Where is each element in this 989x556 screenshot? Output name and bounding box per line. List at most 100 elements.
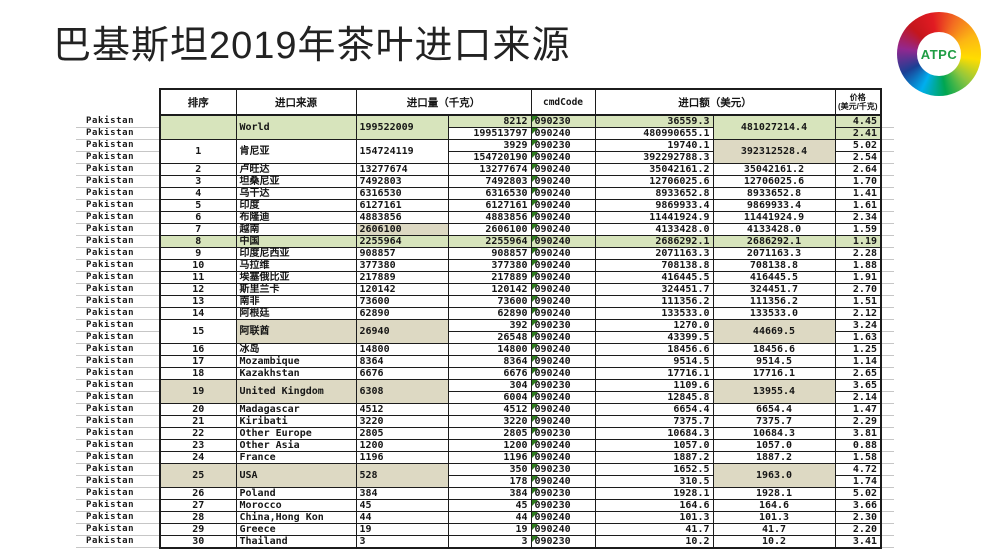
table-row: Pakistan 5 印度 6127161 6127161 090240 9869933.4… [84, 199, 882, 212]
cell-rank: 17 [159, 355, 237, 368]
import-table-body: Pakistan World 199522009 8212 090230 36559.3 4… [84, 114, 882, 549]
row-label-pakistan: Pakistan [86, 272, 135, 282]
cell-import-source: 印度 [235, 199, 357, 212]
cell-qty-total: 384 [355, 487, 449, 500]
cell-value-sub: 35042161.2 [594, 163, 714, 176]
cell-price: 2.64 [834, 163, 882, 176]
cell-qty-total: 6127161 [355, 199, 449, 212]
cell-import-source: United Kingdom [235, 379, 357, 404]
cell-cmdcode: 090240 [530, 271, 596, 284]
header-price-line1: 价格 [849, 93, 866, 102]
cell-qty-total: 3 [355, 535, 449, 549]
cell-cmdcode: 090240 [530, 247, 596, 260]
cell-qty-sub: 384 [447, 487, 532, 500]
cell-qty-sub: 217889 [447, 271, 532, 284]
cell-value-total: 4133428.0 [712, 223, 836, 236]
cell-rank: 3 [159, 175, 237, 188]
cell-price: 1.25 [834, 343, 882, 356]
cell-value-total: 708138.8 [712, 259, 836, 272]
cell-cmdcode: 090240 [530, 523, 596, 536]
row-label-pakistan: Pakistan [86, 236, 135, 246]
cell-value-total: 1928.1 [712, 487, 836, 500]
cell-cmdcode: 090240 [530, 403, 596, 416]
cell-qty-sub: 1200 [447, 439, 532, 452]
cell-import-source: Kazakhstan [235, 367, 357, 380]
cell-qty-sub: 6004 [447, 391, 532, 404]
cell-value-sub: 9869933.4 [594, 199, 714, 212]
table-row: Pakistan 22 Other Europe 2805 2805 090230 1068… [84, 427, 882, 440]
table-row: Pakistan 14 阿根廷 62890 62890 090240 133533.0 133… [84, 307, 882, 320]
cell-value-sub: 1928.1 [594, 487, 714, 500]
cell-cmdcode: 090240 [530, 223, 596, 236]
cell-value-sub: 1887.2 [594, 451, 714, 464]
cell-import-source: Other Europe [235, 427, 357, 440]
cell-value-total: 10684.3 [712, 427, 836, 440]
cell-price: 0.88 [834, 439, 882, 452]
cell-import-source: 肯尼亚 [235, 139, 357, 164]
cell-rank: 27 [159, 499, 237, 512]
cell-value-sub: 1057.0 [594, 439, 714, 452]
cell-value-sub: 480990655.1 [594, 127, 714, 140]
header-import-value: 进口额（美元） [594, 88, 836, 116]
cell-price: 3.24 [834, 319, 882, 332]
cell-import-source: 南非 [235, 295, 357, 308]
cell-price: 1.19 [834, 235, 882, 248]
cell-cmdcode: 090240 [530, 187, 596, 200]
cell-qty-total: 528 [355, 463, 449, 488]
table-row: Pakistan 24 France 1196 1196 090240 1887.2 1887… [84, 451, 882, 464]
row-label-pakistan: Pakistan [86, 176, 135, 186]
cell-qty-sub: 392 [447, 319, 532, 332]
cell-rank: 19 [159, 379, 237, 404]
cell-rank: 12 [159, 283, 237, 296]
cell-rank: 30 [159, 535, 237, 549]
cell-import-source: 布隆迪 [235, 211, 357, 224]
row-label-pakistan: Pakistan [86, 296, 135, 306]
cell-qty-total: 8364 [355, 355, 449, 368]
cell-rank: 6 [159, 211, 237, 224]
cell-qty-total: 908857 [355, 247, 449, 260]
row-label-pakistan: Pakistan [86, 224, 135, 234]
cell-qty-total: 1200 [355, 439, 449, 452]
row-label-pakistan: Pakistan [86, 404, 135, 414]
row-label-pakistan: Pakistan [86, 356, 135, 366]
cell-value-sub: 101.3 [594, 511, 714, 524]
cell-import-source: Greece [235, 523, 357, 536]
cell-value-total: 18456.6 [712, 343, 836, 356]
row-label-pakistan: Pakistan [86, 524, 135, 534]
cell-qty-sub: 7492803 [447, 175, 532, 188]
cell-rank [159, 114, 237, 140]
cell-qty-sub: 45 [447, 499, 532, 512]
row-label-pakistan: Pakistan [86, 452, 135, 462]
cell-qty-sub: 4883856 [447, 211, 532, 224]
cell-rank: 9 [159, 247, 237, 260]
cell-value-sub: 10684.3 [594, 427, 714, 440]
table-row: Pakistan 12 斯里兰卡 120142 120142 090240 324451.7… [84, 283, 882, 296]
cell-cmdcode: 090230 [530, 379, 596, 392]
cell-import-source: Other Asia [235, 439, 357, 452]
cell-cmdcode: 090240 [530, 151, 596, 164]
row-label-pakistan: Pakistan [86, 500, 135, 510]
table-row: Pakistan 17 Mozambique 8364 8364 090240 9514.5… [84, 355, 882, 368]
cell-value-sub: 6654.4 [594, 403, 714, 416]
table-row: Pakistan 15 阿联酋 26940 392 090230 1270.0 44669.5… [84, 319, 882, 344]
cell-cmdcode: 090240 [530, 391, 596, 404]
cell-value-total: 101.3 [712, 511, 836, 524]
cell-cmdcode: 090230 [530, 535, 596, 549]
table-row: Pakistan 10 马拉维 377380 377380 090240 708138.8 7… [84, 259, 882, 272]
cell-qty-total: 217889 [355, 271, 449, 284]
cell-price: 1.88 [834, 259, 882, 272]
table-row: Pakistan 1 肯尼亚 154724119 3929 090230 19740.1 39… [84, 139, 882, 164]
cell-price: 5.02 [834, 139, 882, 152]
cell-qty-sub: 3220 [447, 415, 532, 428]
cell-cmdcode: 090230 [530, 427, 596, 440]
cell-rank: 25 [159, 463, 237, 488]
cell-price: 1.14 [834, 355, 882, 368]
cell-qty-sub: 199513797 [447, 127, 532, 140]
cell-qty-sub: 1196 [447, 451, 532, 464]
cell-value-total: 9869933.4 [712, 199, 836, 212]
cell-value-total: 8933652.8 [712, 187, 836, 200]
cell-price: 2.20 [834, 523, 882, 536]
cell-qty-total: 1196 [355, 451, 449, 464]
cell-qty-total: 6308 [355, 379, 449, 404]
cell-value-sub: 1109.6 [594, 379, 714, 392]
